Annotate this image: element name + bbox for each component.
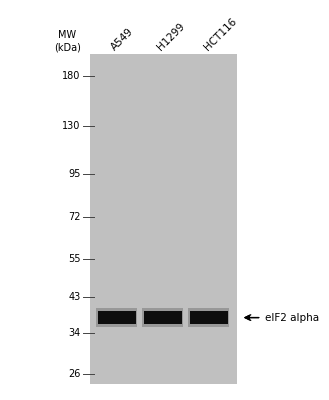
Bar: [144, 311, 182, 324]
Bar: [96, 308, 138, 327]
Text: HCT116: HCT116: [202, 16, 238, 52]
Text: MW
(kDa): MW (kDa): [54, 30, 81, 52]
Text: 43: 43: [68, 292, 81, 302]
Bar: [90, 54, 237, 384]
Text: H1299: H1299: [156, 21, 187, 52]
Bar: [98, 311, 136, 324]
Text: 34: 34: [68, 328, 81, 338]
Text: 130: 130: [62, 121, 81, 131]
Bar: [142, 308, 184, 327]
Bar: [188, 308, 230, 327]
Text: 26: 26: [68, 369, 81, 379]
Text: A549: A549: [110, 26, 136, 52]
Text: 95: 95: [68, 170, 81, 180]
Text: 72: 72: [68, 212, 81, 222]
Text: 180: 180: [62, 71, 81, 81]
Bar: [190, 311, 228, 324]
Text: eIF2 alpha: eIF2 alpha: [265, 312, 319, 322]
Text: 55: 55: [68, 254, 81, 264]
